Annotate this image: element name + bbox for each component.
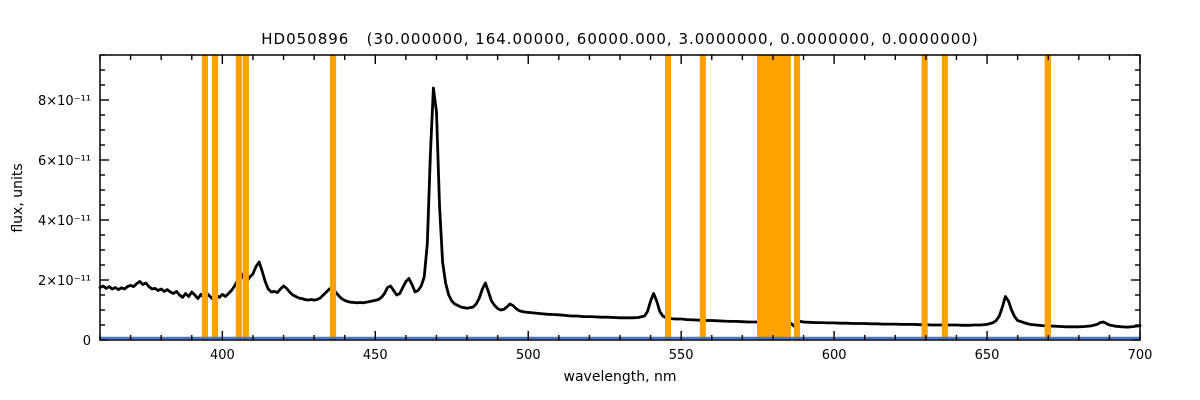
band-marker xyxy=(794,55,801,340)
band-marker xyxy=(665,55,672,340)
spectrum-line xyxy=(98,86,1142,329)
band-marker xyxy=(330,55,337,340)
plot-title: HD050896 (30.000000, 164.00000, 60000.00… xyxy=(261,30,978,48)
band-marker xyxy=(921,55,928,340)
y-tick-label: 6×10⁻¹¹ xyxy=(38,154,91,169)
band-marker xyxy=(242,55,249,340)
band-marker xyxy=(699,55,706,340)
band-markers-layer xyxy=(201,55,1051,340)
y-axis-label: flux, units xyxy=(10,163,26,232)
band-marker xyxy=(212,55,219,340)
x-axis-label: wavelength, nm xyxy=(564,369,677,385)
y-tick-label: 8×10⁻¹¹ xyxy=(38,94,91,109)
x-tick-label: 650 xyxy=(975,348,1000,363)
x-tick-label: 600 xyxy=(822,348,847,363)
band-marker xyxy=(201,55,208,340)
y-tick-label: 4×10⁻¹¹ xyxy=(38,214,91,229)
band-marker xyxy=(757,55,791,340)
y-tick-label: 0 xyxy=(83,334,91,349)
y-tick-label: 2×10⁻¹¹ xyxy=(38,274,91,289)
plot-frame xyxy=(99,54,1141,341)
x-tick-label: 700 xyxy=(1128,348,1153,363)
x-tick-label: 400 xyxy=(210,348,235,363)
axis-ticks-layer: 400 450 500 550 600 650 700 0 2×10⁻¹¹ 4×10⁻¹¹ 6×10… xyxy=(38,54,1153,363)
x-tick-label: 450 xyxy=(363,348,388,363)
band-marker xyxy=(235,55,242,340)
band-marker xyxy=(941,55,948,340)
band-marker xyxy=(1044,55,1051,340)
x-tick-label: 550 xyxy=(669,348,694,363)
spectrum-series-layer xyxy=(98,86,1142,329)
x-tick-label: 500 xyxy=(516,348,541,363)
